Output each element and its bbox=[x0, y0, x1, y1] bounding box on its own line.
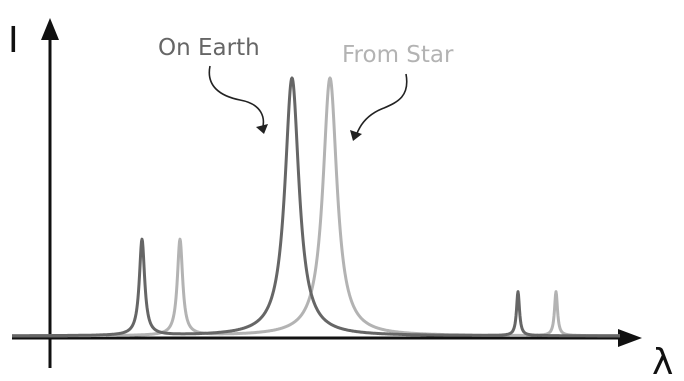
star-pointer-arrowhead bbox=[350, 130, 362, 141]
star-spectrum-curve bbox=[11, 76, 621, 338]
earth-pointer-arrow bbox=[208, 65, 265, 131]
earth-pointer-arrowhead bbox=[256, 124, 268, 134]
y-axis-label: I bbox=[8, 20, 19, 61]
earth-spectrum-curve bbox=[11, 76, 621, 338]
star-label: From Star bbox=[342, 42, 454, 68]
x-axis-label: λ bbox=[652, 342, 673, 381]
earth-label: On Earth bbox=[158, 35, 260, 61]
star-pointer-arrow bbox=[355, 73, 408, 137]
y-axis-arrowhead bbox=[41, 18, 59, 40]
x-axis-arrowhead bbox=[618, 329, 642, 347]
